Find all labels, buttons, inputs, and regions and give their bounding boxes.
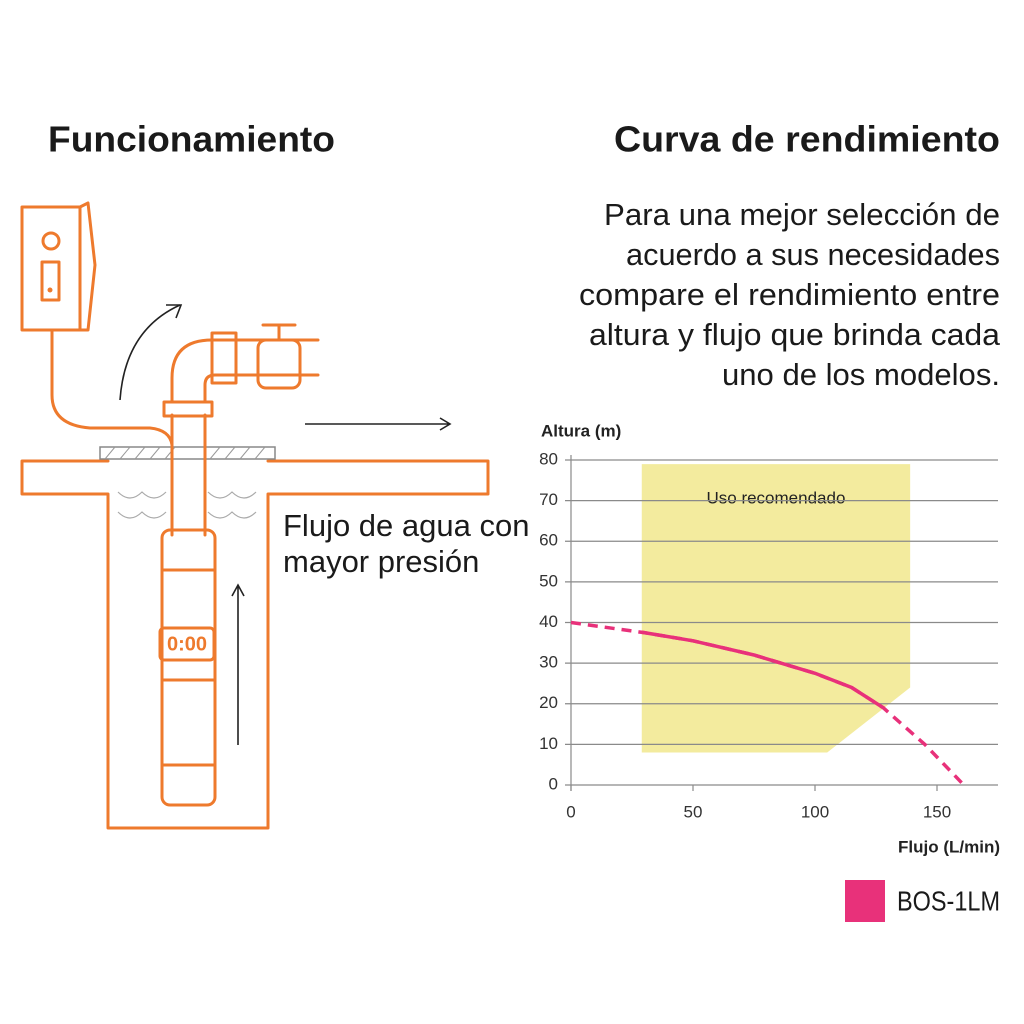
x-tick-label: 150	[923, 802, 951, 821]
legend-swatch	[845, 880, 885, 922]
series-line	[641, 620, 911, 753]
diagram: 0:00	[20, 201, 490, 830]
y-axis-label: Altura (m)	[541, 421, 621, 440]
left-title: Funcionamiento	[48, 119, 335, 160]
x-axis-label: Flujo (L/min)	[898, 837, 1000, 856]
y-tick-label: 50	[539, 571, 558, 590]
y-tick-label: 60	[539, 531, 558, 550]
recommended-region	[641, 464, 911, 753]
y-tick-label: 70	[539, 490, 558, 509]
description-line: acuerdo a sus necesidades	[626, 237, 1000, 272]
y-tick-label: 0	[549, 774, 558, 793]
description-line: Para una mejor selección de	[604, 197, 1000, 232]
caption-line: Flujo de agua con	[283, 508, 529, 543]
y-tick-label: 80	[539, 449, 558, 468]
right-title: Curva de rendimiento	[614, 119, 1000, 160]
y-tick-label: 40	[539, 612, 558, 631]
description-line: altura y flujo que brinda cada	[589, 317, 1001, 352]
x-tick-label: 50	[684, 802, 703, 821]
description-line: uno de los modelos.	[722, 357, 1000, 392]
y-tick-label: 20	[539, 693, 558, 712]
y-tick-label: 10	[539, 734, 558, 753]
caption-line: mayor presión	[283, 544, 479, 579]
pump-display: 0:00	[167, 633, 207, 655]
y-tick-label: 30	[539, 653, 558, 672]
legend-label: BOS-1LM	[897, 885, 1000, 916]
x-tick-label: 0	[566, 802, 575, 821]
region-label: Uso recomendado	[706, 489, 845, 508]
description-line: compare el rendimiento entre	[579, 277, 1000, 312]
x-tick-label: 100	[801, 802, 829, 821]
